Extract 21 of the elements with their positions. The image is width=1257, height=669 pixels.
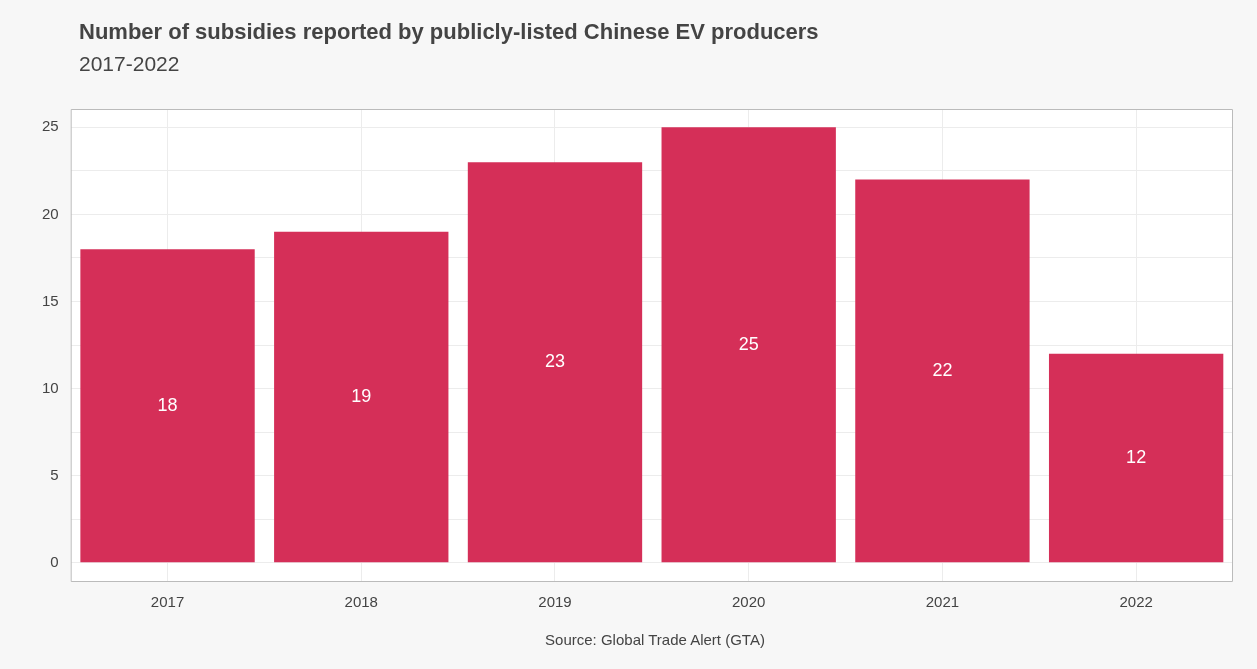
x-tick-label: 2019 [538,593,572,611]
x-tick-label: 2020 [732,593,766,611]
x-tick-label: 2017 [150,593,185,611]
x-tick-label: 2018 [344,593,378,611]
chart-subtitle: 2017-2022 [79,52,180,76]
data-label: 25 [738,334,759,355]
y-tick-label: 5 [50,465,59,483]
data-label: 23 [544,351,565,372]
data-label: 18 [157,395,178,416]
y-tick-label: 15 [42,291,59,309]
x-tick-label: 2022 [1119,593,1153,611]
data-label: 22 [932,360,953,381]
x-tick-label: 2021 [925,593,960,611]
y-tick-label: 10 [42,378,59,396]
y-tick-label: 0 [50,552,59,570]
data-label: 12 [1126,447,1147,468]
y-tick-label: 25 [42,117,59,135]
chart-title: Number of subsidies reported by publicly-listed Chinese EV producers [79,19,819,45]
y-tick-label: 20 [42,204,59,222]
source-note: Source: Global Trade Alert (GTA) [544,631,766,648]
data-label: 19 [351,386,372,407]
